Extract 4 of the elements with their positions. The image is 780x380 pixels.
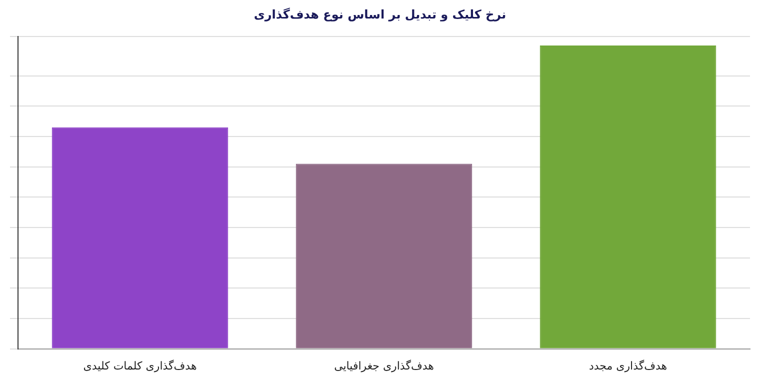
- x-tick-label: هدف‌گذاری کلمات کلیدی: [83, 359, 197, 372]
- x-tick-label: هدف‌گذاری مجدد: [588, 359, 668, 372]
- x-tick-label: هدف‌گذاری جغرافیایی: [334, 359, 434, 372]
- chart-title: نرخ کلیک و تبدیل بر اساس نوع هدف‌گذاری: [254, 7, 506, 22]
